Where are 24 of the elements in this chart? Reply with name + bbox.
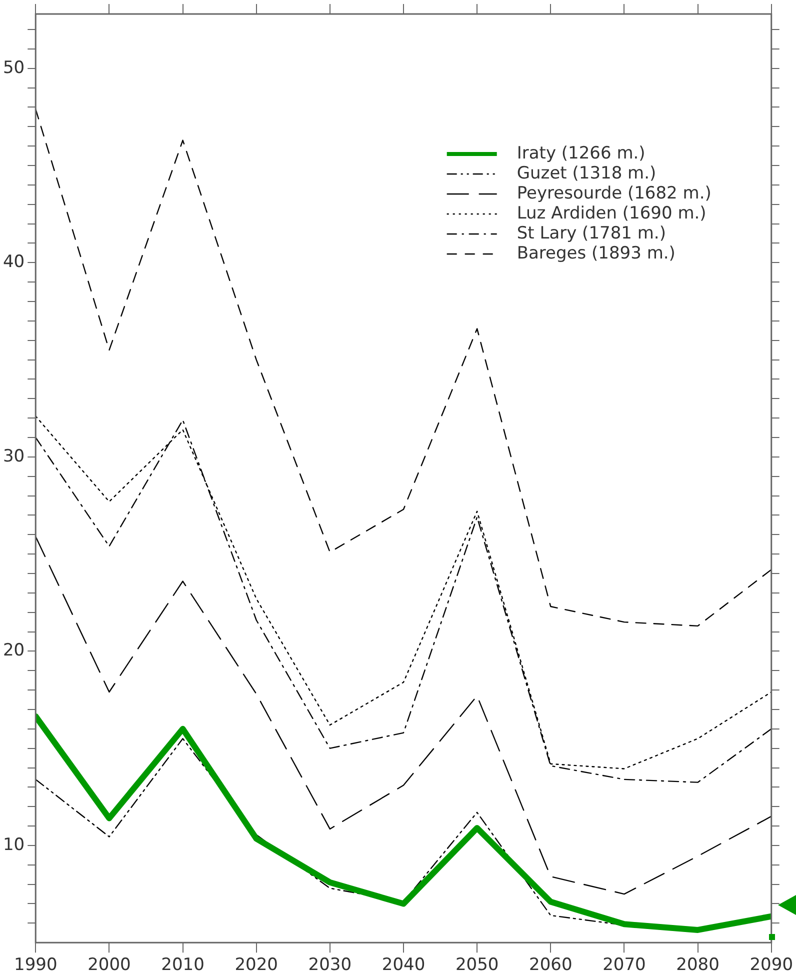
x-tick-label: 2020 [234,955,278,976]
x-tick-label: 1990 [14,955,58,976]
legend-label: St Lary (1781 m.) [516,223,666,244]
x-tick-label: 2080 [676,955,720,976]
x-tick-label: 2030 [308,955,352,976]
y-tick-label: 10 [2,834,25,855]
x-tick-label: 2090 [750,955,793,976]
x-tick-label: 2060 [529,955,572,976]
legend-label: Peyresourde (1682 m.) [516,183,712,204]
legend-label: Luz Ardiden (1690 m.) [516,203,706,224]
line-series [36,108,772,627]
y-tick-label: 20 [2,640,25,661]
y-tick-label: 40 [2,252,25,272]
y-tick-label: 50 [2,58,25,78]
x-tick-label: 2010 [161,955,204,976]
line-series [36,536,772,895]
x-tick-label: 2070 [602,955,646,976]
legend-label: Iraty (1266 m.) [516,143,646,164]
x-tick-label: 2000 [88,955,131,976]
x-tick-label: 2050 [455,955,499,976]
y-tick-label: 30 [2,446,25,466]
legend-label: Bareges (1893 m.) [516,243,676,264]
x-tick-label: 2040 [382,955,426,976]
legend-label: Guzet (1318 m.) [516,163,656,184]
